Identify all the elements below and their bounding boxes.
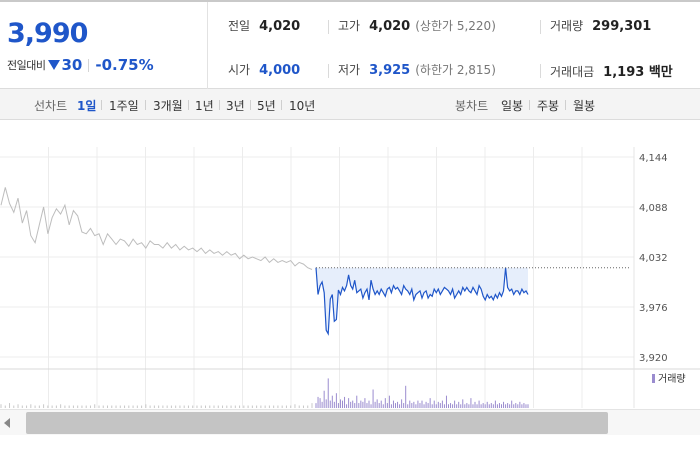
prev-close-label: 전일: [228, 19, 251, 33]
divider: [529, 100, 530, 110]
y-tick-label: 4,088: [639, 203, 668, 214]
y-tick-label: 3,976: [639, 303, 668, 314]
divider: [145, 100, 146, 110]
tab-3-months[interactable]: 3개월: [153, 99, 183, 113]
today-series-line: [315, 267, 529, 336]
divider: [88, 58, 90, 72]
tab-10-years[interactable]: 10년: [289, 99, 316, 113]
divider: [281, 100, 282, 110]
tab-weekly-candle[interactable]: 주봉: [537, 99, 560, 113]
chart-grid: [0, 147, 700, 408]
high-label: 고가: [338, 19, 361, 33]
y-tick-label: 3,920: [639, 353, 668, 364]
change-percent: -0.75%: [95, 56, 154, 74]
divider: [328, 64, 329, 78]
change-label: 전일대비: [7, 59, 46, 72]
y-axis: 4,144 4,088 4,032 3,976 3,920: [639, 153, 668, 364]
divider: [219, 100, 220, 110]
upper-limit: (상한가 5,220): [415, 19, 496, 33]
amount-cell: 거래대금 1,193 백만: [550, 61, 673, 80]
current-price: 3,990: [7, 18, 88, 49]
prev-close-cell: 전일 4,020: [228, 17, 300, 34]
today-area: [315, 267, 529, 336]
low-value: 3,925: [369, 63, 411, 78]
tab-daily-candle[interactable]: 일봉: [501, 99, 524, 113]
price-chart[interactable]: 4,144 4,088 4,032 3,976 3,920 거래량: [0, 121, 700, 409]
chart-tab-bar: 선차트 1일 1주일 3개월 1년 3년 5년 10년 봉차트 일봉 주봉 월봉: [0, 89, 700, 120]
y-tick-label: 4,032: [639, 253, 668, 264]
volume-bars: [0, 378, 529, 408]
low-label: 저가: [338, 63, 361, 77]
divider: [250, 100, 251, 110]
price-chart-svg: 4,144 4,088 4,032 3,976 3,920 거래량: [0, 147, 700, 408]
high-cell: 고가 4,020 (상한가 5,220): [338, 17, 496, 34]
scroll-thumb[interactable]: [26, 412, 608, 434]
candle-chart-label: 봉차트: [455, 99, 489, 113]
change-amount: 30: [61, 56, 83, 74]
lower-limit: (하한가 2,815): [415, 63, 496, 77]
open-value: 4,000: [259, 63, 301, 78]
amount-value: 1,193 백만: [603, 65, 673, 80]
prev-close-value: 4,020: [259, 19, 301, 34]
legend-label: 거래량: [658, 373, 686, 385]
today-area-fill: [316, 267, 528, 334]
quote-summary: 3,990 전일대비 30 -0.75% 전일 4,020 고가 4,020 (…: [0, 0, 700, 89]
tab-3-years[interactable]: 3년: [226, 99, 245, 113]
divider: [188, 100, 189, 110]
tab-1-day[interactable]: 1일: [77, 99, 97, 113]
divider: [540, 20, 541, 34]
amount-label: 거래대금: [550, 65, 595, 79]
tab-1-year[interactable]: 1년: [195, 99, 214, 113]
tab-5-years[interactable]: 5년: [257, 99, 276, 113]
line-chart-label: 선차트: [34, 99, 68, 113]
volume-cell: 거래량 299,301: [550, 17, 651, 34]
current-price-panel: 3,990 전일대비 30 -0.75%: [0, 2, 208, 89]
chart-scrollbar[interactable]: [0, 409, 700, 435]
previous-day-line: [0, 187, 313, 270]
previous-day-series-line: [0, 187, 313, 270]
divider: [101, 100, 102, 110]
open-cell: 시가 4,000: [228, 61, 300, 78]
low-cell: 저가 3,925 (하한가 2,815): [338, 61, 496, 78]
open-label: 시가: [228, 63, 251, 77]
down-triangle-icon: [48, 60, 61, 70]
arrow-left-icon[interactable]: [4, 418, 10, 428]
volume-label: 거래량: [550, 19, 584, 33]
tab-1-week[interactable]: 1주일: [109, 99, 139, 113]
legend-swatch: [652, 374, 655, 383]
volume-value: 299,301: [592, 19, 652, 34]
y-tick-label: 4,144: [639, 153, 668, 164]
change-row: 전일대비 30 -0.75%: [7, 56, 154, 74]
divider: [540, 64, 541, 78]
high-value: 4,020: [369, 19, 411, 34]
divider: [328, 20, 329, 34]
tab-monthly-candle[interactable]: 월봉: [573, 99, 596, 113]
divider: [565, 100, 566, 110]
volume-legend: 거래량: [652, 373, 686, 385]
